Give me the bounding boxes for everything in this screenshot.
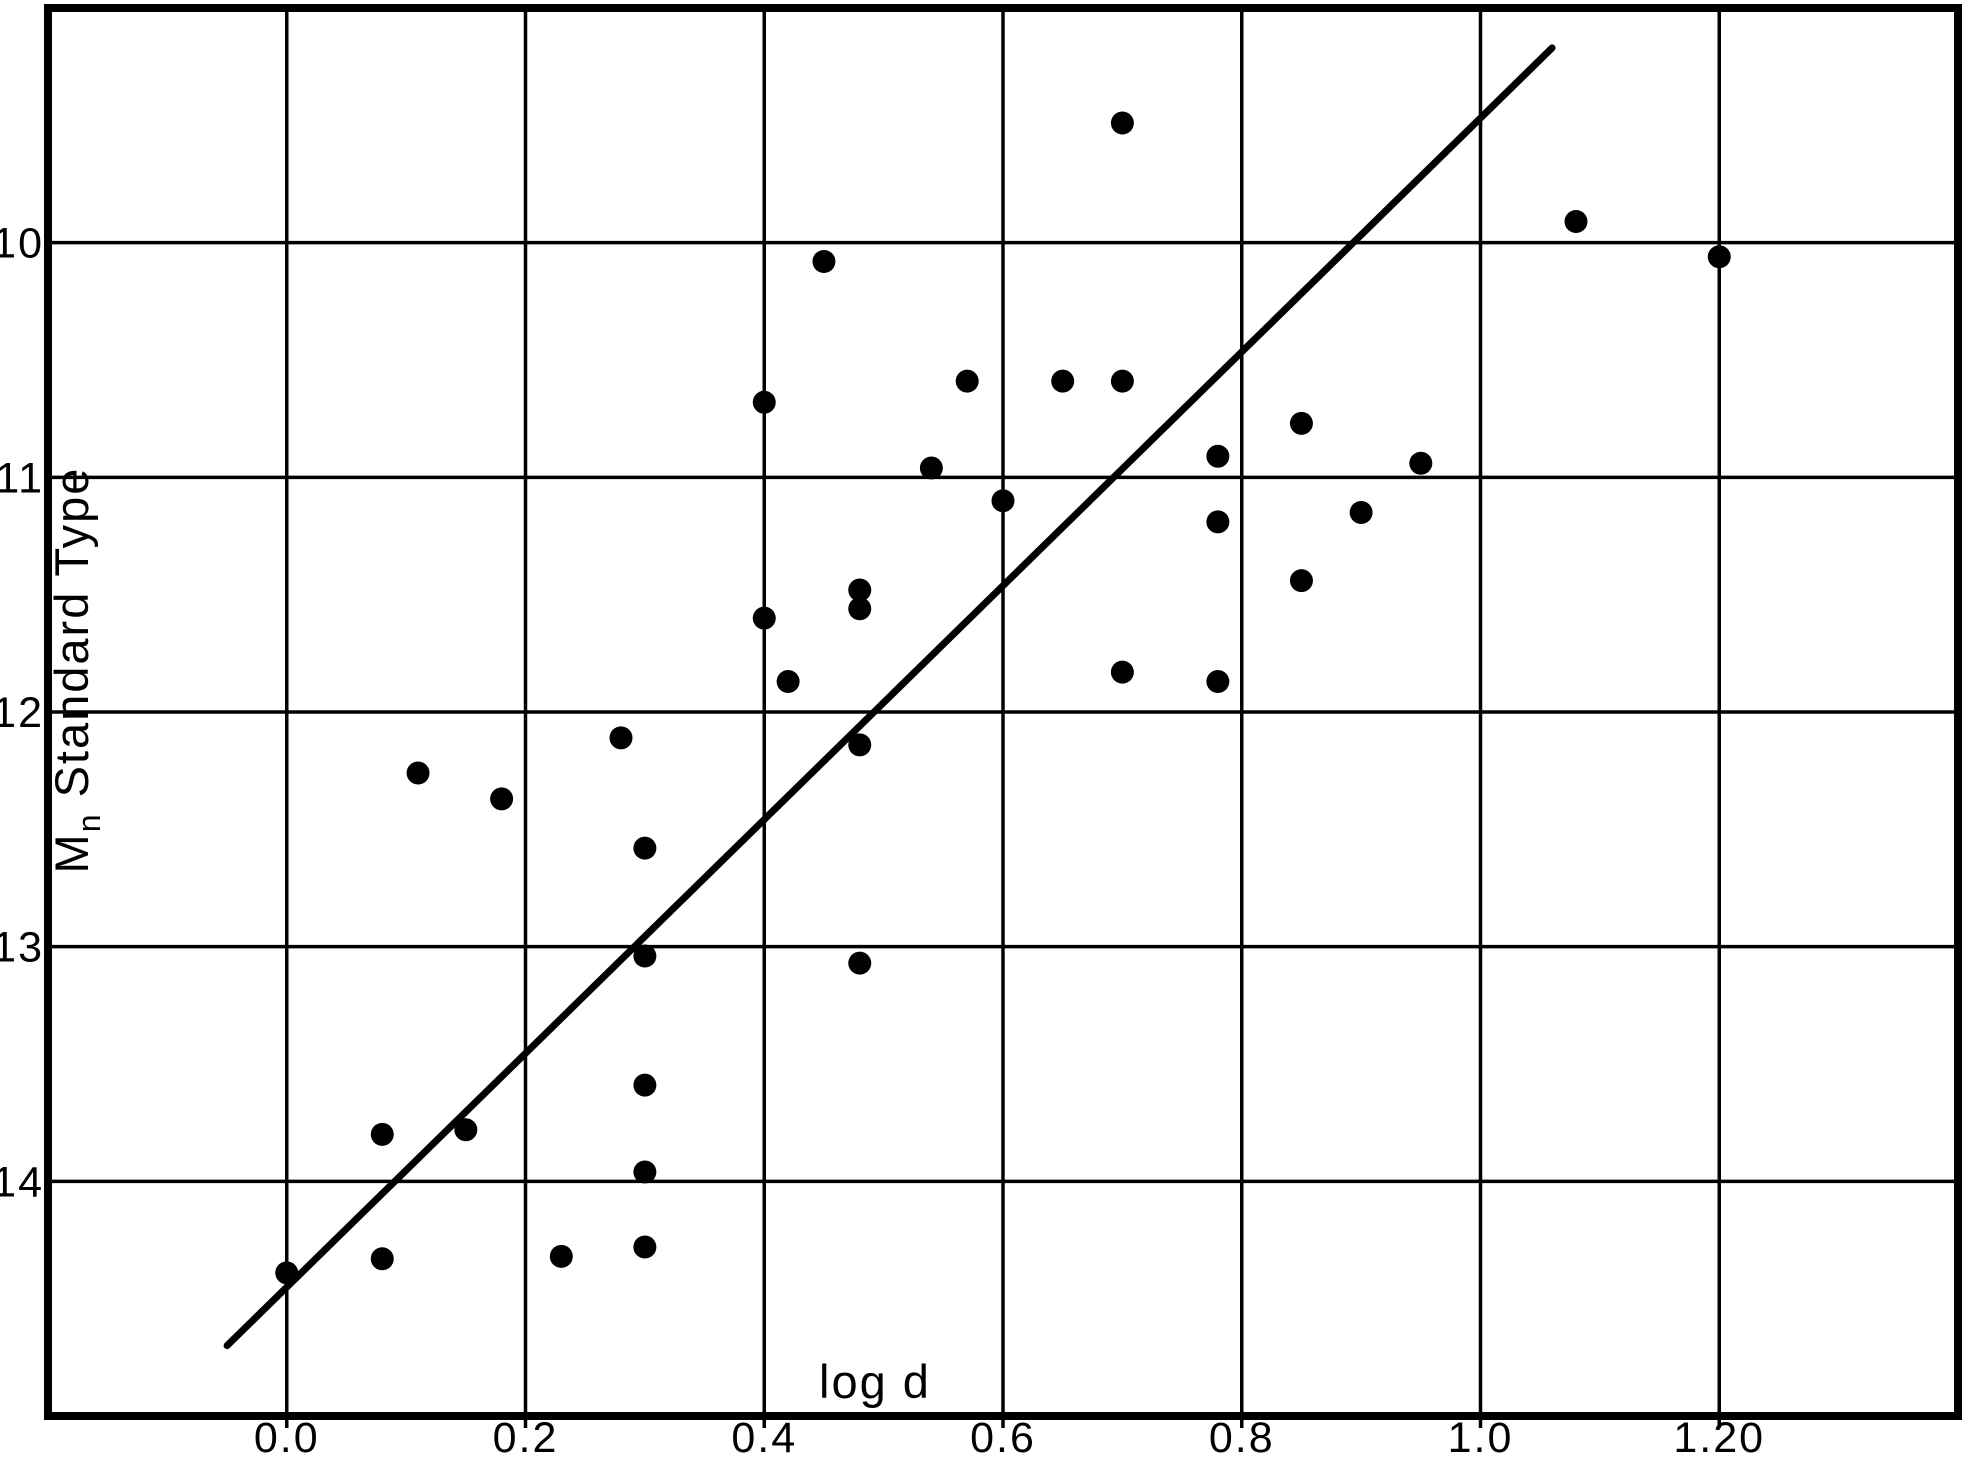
data-point <box>848 951 872 975</box>
data-point <box>633 836 657 860</box>
y-tick-label: 12 <box>0 689 44 737</box>
data-point <box>752 606 776 630</box>
data-point <box>919 456 943 480</box>
y-axis-title-subscript: n <box>71 812 107 832</box>
data-point <box>549 1244 573 1268</box>
y-tick-label: 13 <box>0 924 44 972</box>
data-point <box>1707 245 1731 269</box>
x-tick-label: 1.20 <box>1673 1414 1765 1459</box>
data-point <box>848 733 872 757</box>
data-point <box>1409 451 1433 475</box>
x-tick-label: 0.4 <box>731 1414 797 1459</box>
data-layer <box>223 44 1731 1350</box>
data-point <box>1051 369 1075 393</box>
data-point <box>1289 411 1313 435</box>
data-point <box>609 726 633 750</box>
x-tick-label: 0.0 <box>254 1414 320 1459</box>
data-point <box>776 669 800 693</box>
y-tick-label: 10 <box>0 220 44 268</box>
data-point <box>1206 510 1230 534</box>
data-point <box>633 944 657 968</box>
x-tick-label: 0.8 <box>1209 1414 1275 1459</box>
data-point <box>1564 210 1588 234</box>
data-point <box>1110 111 1134 135</box>
data-point <box>812 249 836 273</box>
tick-label-layer: 0.0 0.2 0.4 0.6 0.8 1.0 1.20 10 11 12 13 14 <box>0 220 1765 1459</box>
data-point <box>955 369 979 393</box>
data-point <box>406 761 430 785</box>
data-point <box>633 1073 657 1097</box>
data-point <box>490 787 514 811</box>
x-tick-label: 0.6 <box>970 1414 1036 1459</box>
data-point <box>1289 569 1313 593</box>
data-point <box>1110 369 1134 393</box>
data-point <box>1206 669 1230 693</box>
y-axis-title-main: M <box>45 832 98 873</box>
data-point <box>752 390 776 414</box>
data-point <box>370 1122 394 1146</box>
data-point <box>1110 660 1134 684</box>
grid-layer <box>44 4 1962 1420</box>
data-point <box>633 1160 657 1184</box>
data-point <box>370 1247 394 1271</box>
data-point <box>1349 501 1373 525</box>
data-point <box>848 597 872 621</box>
y-axis-title-rest: Standard Type <box>45 467 98 813</box>
x-axis-title: log d <box>819 1355 931 1408</box>
data-point <box>633 1235 657 1259</box>
data-point <box>1206 444 1230 468</box>
y-tick-label: 11 <box>0 454 44 502</box>
data-point <box>454 1118 478 1142</box>
trend-line <box>223 44 1556 1350</box>
data-point <box>848 578 872 602</box>
data-point <box>991 489 1015 513</box>
y-axis-title: Mn Standard Type <box>45 467 107 874</box>
x-tick-label: 1.0 <box>1448 1414 1514 1459</box>
x-tick-label: 0.2 <box>493 1414 559 1459</box>
y-tick-label: 14 <box>0 1158 44 1206</box>
data-point <box>275 1261 299 1285</box>
